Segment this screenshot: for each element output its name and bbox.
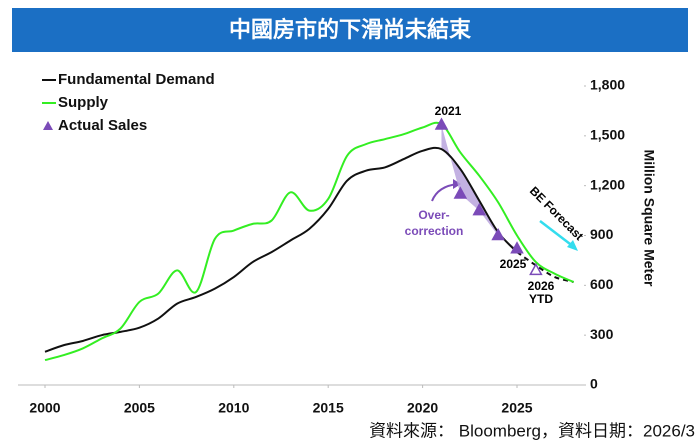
annotation: correction bbox=[405, 224, 464, 238]
x-tick-label: 2000 bbox=[29, 400, 60, 416]
y-tick-label: 0 bbox=[590, 376, 598, 392]
line bbox=[516, 251, 574, 283]
chart-title: 中國房市的下滑尚未結束 bbox=[229, 17, 472, 42]
sales-marker bbox=[472, 203, 487, 216]
y-tick-label: 1,200 bbox=[590, 176, 625, 192]
legend-label: Actual Sales bbox=[58, 117, 147, 134]
x-tick-label: 2020 bbox=[407, 400, 438, 416]
sales-marker bbox=[529, 262, 543, 276]
y-tick-label: 1,500 bbox=[590, 127, 625, 143]
forecast-arrowhead bbox=[567, 240, 578, 251]
sales-marker bbox=[491, 227, 505, 241]
annotation: Over- bbox=[418, 208, 449, 222]
x-tick-label: 2005 bbox=[124, 400, 155, 416]
line bbox=[44, 121, 575, 362]
x-tick-label: 2010 bbox=[218, 400, 249, 416]
annotation: 2026 bbox=[528, 279, 555, 293]
source: 資料來源： Bloomberg，資料日期：2026/3 bbox=[369, 421, 695, 440]
annotation: 2021 bbox=[435, 104, 462, 118]
legend-label: Fundamental Demand bbox=[58, 71, 215, 88]
x-tick-label: 2025 bbox=[501, 400, 532, 416]
y-axis-title: Million Square Meter bbox=[641, 150, 657, 287]
y-tick-label: 300 bbox=[590, 326, 614, 342]
annotation: 2025 bbox=[500, 257, 527, 271]
y-tick-label: 1,800 bbox=[590, 77, 625, 93]
x-tick-label: 2015 bbox=[313, 400, 344, 416]
sales-marker bbox=[434, 117, 449, 130]
y-tick-label: 900 bbox=[590, 226, 614, 242]
legend-label: Supply bbox=[58, 94, 109, 111]
y-tick-label: 600 bbox=[590, 276, 614, 292]
forecast-arrow bbox=[539, 220, 575, 248]
title-bar bbox=[12, 8, 688, 52]
sales-marker bbox=[453, 186, 468, 199]
legend-marker bbox=[43, 121, 53, 130]
line bbox=[44, 146, 518, 353]
annotation-arrowhead bbox=[453, 179, 461, 189]
annotation: YTD bbox=[529, 292, 553, 306]
sales-marker bbox=[510, 241, 524, 254]
